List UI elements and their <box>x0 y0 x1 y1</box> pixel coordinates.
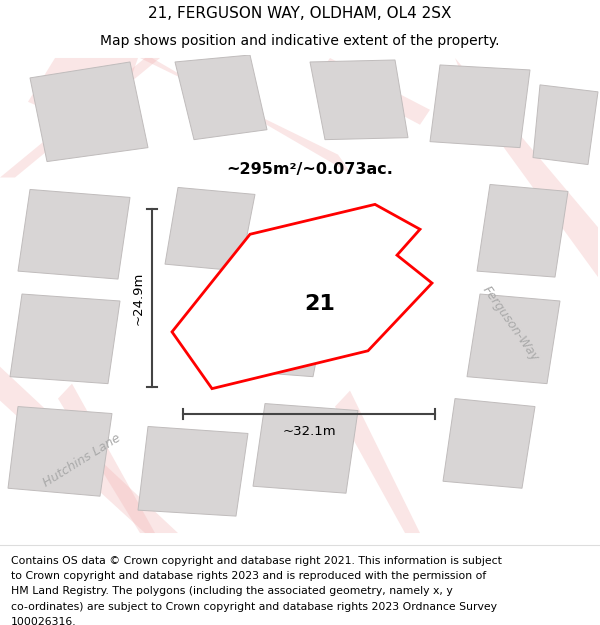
Text: Ferguson-Way: Ferguson-Way <box>479 284 541 364</box>
Polygon shape <box>467 294 560 384</box>
Polygon shape <box>10 294 120 384</box>
Text: ~24.9m: ~24.9m <box>131 271 145 325</box>
Polygon shape <box>443 399 535 488</box>
Polygon shape <box>310 60 408 139</box>
Text: ~295m²/~0.073ac.: ~295m²/~0.073ac. <box>227 162 394 177</box>
Text: HM Land Registry. The polygons (including the associated geometry, namely x, y: HM Land Registry. The polygons (includin… <box>11 586 452 596</box>
Polygon shape <box>58 384 155 533</box>
Polygon shape <box>30 62 148 162</box>
Polygon shape <box>477 184 568 277</box>
Text: co-ordinates) are subject to Crown copyright and database rights 2023 Ordnance S: co-ordinates) are subject to Crown copyr… <box>11 602 497 612</box>
Polygon shape <box>253 404 358 493</box>
Polygon shape <box>533 85 598 164</box>
Polygon shape <box>430 65 530 148</box>
Text: 100026316.: 100026316. <box>11 617 76 625</box>
Polygon shape <box>18 189 130 279</box>
Polygon shape <box>140 58 352 174</box>
Text: Contains OS data © Crown copyright and database right 2021. This information is : Contains OS data © Crown copyright and d… <box>11 556 502 566</box>
Text: to Crown copyright and database rights 2023 and is reproduced with the permissio: to Crown copyright and database rights 2… <box>11 571 486 581</box>
Polygon shape <box>455 58 598 277</box>
Polygon shape <box>172 204 432 389</box>
Polygon shape <box>28 58 138 138</box>
Text: Map shows position and indicative extent of the property.: Map shows position and indicative extent… <box>100 34 500 48</box>
Text: 21: 21 <box>305 294 335 314</box>
Polygon shape <box>234 294 328 377</box>
Polygon shape <box>320 58 430 125</box>
Text: Hutchins Lane: Hutchins Lane <box>41 431 123 489</box>
Polygon shape <box>0 58 160 178</box>
Polygon shape <box>175 55 267 139</box>
Text: 21, FERGUSON WAY, OLDHAM, OL4 2SX: 21, FERGUSON WAY, OLDHAM, OL4 2SX <box>148 6 452 21</box>
Polygon shape <box>138 426 248 516</box>
Polygon shape <box>335 391 420 533</box>
Polygon shape <box>8 406 112 496</box>
Polygon shape <box>0 367 178 533</box>
Polygon shape <box>165 188 255 271</box>
Text: ~32.1m: ~32.1m <box>282 425 336 438</box>
